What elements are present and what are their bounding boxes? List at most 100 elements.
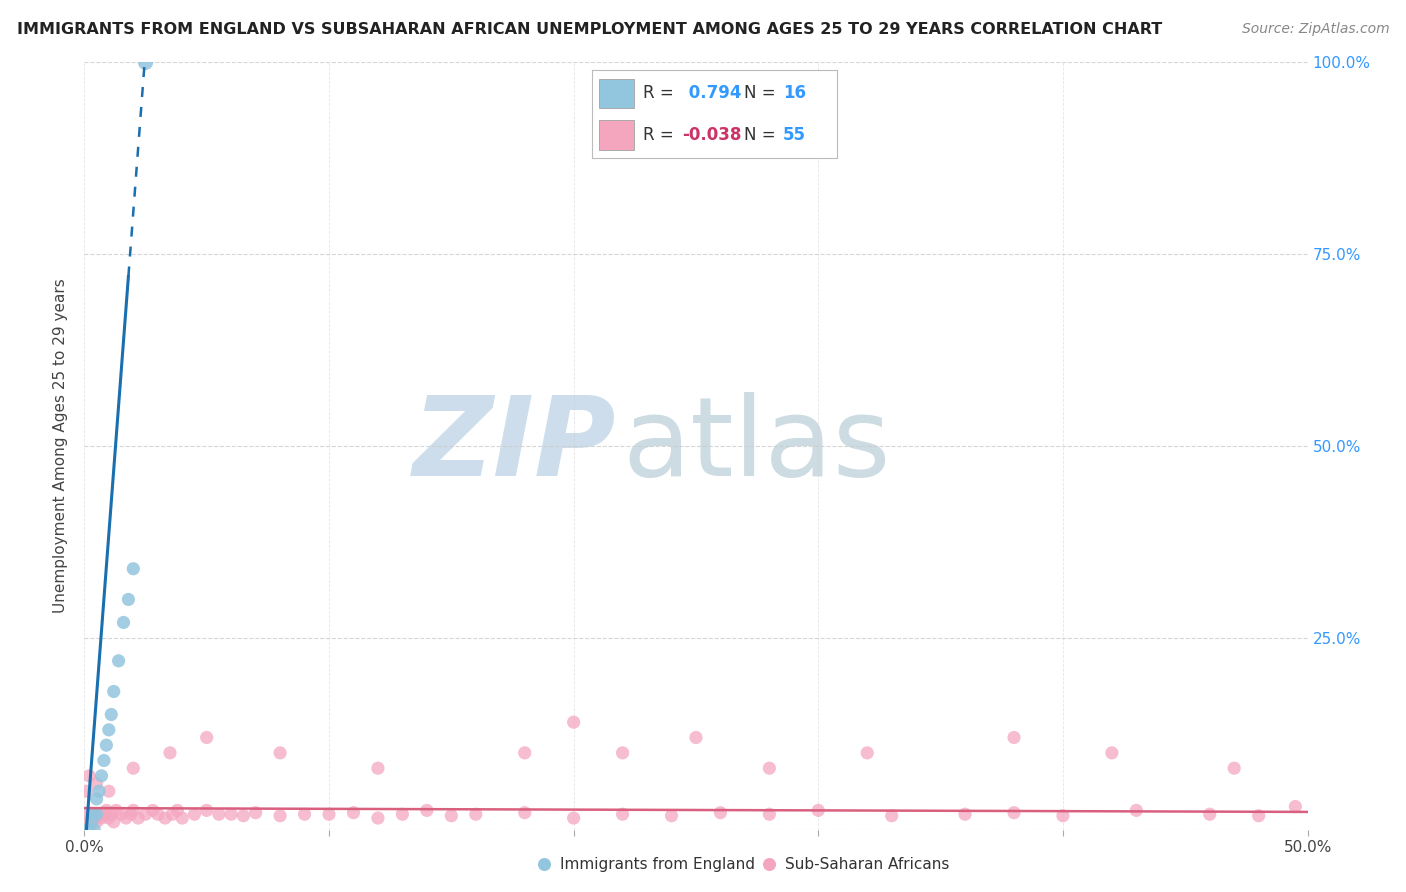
Point bbox=[135, 807, 157, 822]
Point bbox=[219, 807, 242, 822]
Point bbox=[612, 746, 634, 760]
Point bbox=[86, 792, 108, 806]
Point bbox=[183, 807, 205, 822]
Point bbox=[93, 807, 115, 822]
Point bbox=[100, 707, 122, 722]
Point bbox=[166, 804, 188, 818]
Point bbox=[880, 809, 903, 823]
Point bbox=[117, 592, 139, 607]
Point bbox=[612, 807, 634, 822]
Point bbox=[110, 807, 132, 822]
Point bbox=[83, 822, 105, 837]
Point bbox=[318, 807, 340, 822]
Point bbox=[86, 814, 108, 829]
Point bbox=[105, 804, 128, 818]
Point bbox=[232, 809, 254, 823]
Point bbox=[122, 562, 145, 576]
Point bbox=[533, 857, 555, 871]
Point bbox=[103, 684, 125, 698]
Point bbox=[122, 761, 145, 775]
Point bbox=[112, 615, 135, 630]
Point bbox=[100, 807, 122, 822]
Point bbox=[83, 811, 105, 825]
Point bbox=[90, 769, 112, 783]
Point bbox=[120, 807, 142, 822]
Point bbox=[709, 805, 731, 820]
Point bbox=[76, 784, 98, 798]
Point bbox=[367, 761, 389, 775]
Point bbox=[269, 809, 291, 823]
Point bbox=[208, 807, 231, 822]
Point bbox=[77, 814, 100, 829]
Point bbox=[367, 811, 389, 825]
Point bbox=[245, 805, 267, 820]
Point bbox=[76, 822, 98, 837]
Point bbox=[562, 811, 585, 825]
Point bbox=[122, 804, 145, 818]
Point bbox=[172, 811, 194, 825]
Point bbox=[162, 807, 184, 822]
Point bbox=[83, 807, 105, 822]
Point bbox=[464, 807, 486, 822]
Point bbox=[562, 715, 585, 730]
Point bbox=[90, 811, 112, 825]
Point bbox=[87, 807, 110, 822]
Text: Source: ZipAtlas.com: Source: ZipAtlas.com bbox=[1241, 22, 1389, 37]
Point bbox=[1125, 804, 1147, 818]
Point bbox=[97, 811, 120, 825]
Point bbox=[513, 746, 536, 760]
Point bbox=[195, 804, 218, 818]
Point bbox=[1223, 761, 1246, 775]
Point bbox=[87, 784, 110, 798]
Point bbox=[77, 769, 100, 783]
Point bbox=[440, 809, 463, 823]
Point bbox=[77, 822, 100, 837]
Point bbox=[807, 804, 830, 818]
Text: ZIP: ZIP bbox=[413, 392, 616, 500]
Point bbox=[1002, 805, 1025, 820]
Point bbox=[513, 805, 536, 820]
Point bbox=[115, 811, 138, 825]
Point bbox=[1052, 809, 1074, 823]
Point bbox=[96, 804, 118, 818]
Point bbox=[93, 754, 115, 768]
Point bbox=[953, 807, 976, 822]
Point bbox=[97, 784, 120, 798]
Text: Sub-Saharan Africans: Sub-Saharan Africans bbox=[785, 857, 949, 871]
Point bbox=[146, 807, 169, 822]
Point bbox=[153, 811, 176, 825]
Point bbox=[76, 807, 98, 822]
Point bbox=[269, 746, 291, 760]
Point bbox=[103, 814, 125, 829]
Point bbox=[127, 811, 149, 825]
Point bbox=[80, 814, 103, 829]
Point bbox=[391, 807, 413, 822]
Point bbox=[1247, 809, 1270, 823]
Text: atlas: atlas bbox=[623, 392, 891, 500]
Point bbox=[107, 654, 129, 668]
Point bbox=[1284, 799, 1306, 814]
Point bbox=[142, 804, 165, 818]
Text: IMMIGRANTS FROM ENGLAND VS SUBSAHARAN AFRICAN UNEMPLOYMENT AMONG AGES 25 TO 29 Y: IMMIGRANTS FROM ENGLAND VS SUBSAHARAN AF… bbox=[17, 22, 1163, 37]
Point bbox=[342, 805, 364, 820]
Point bbox=[135, 55, 157, 70]
Point bbox=[1101, 746, 1123, 760]
Text: Immigrants from England: Immigrants from England bbox=[560, 857, 755, 871]
Point bbox=[758, 761, 780, 775]
Point bbox=[80, 807, 103, 822]
Point bbox=[86, 807, 108, 822]
Point bbox=[1002, 731, 1025, 745]
Point bbox=[195, 731, 218, 745]
Y-axis label: Unemployment Among Ages 25 to 29 years: Unemployment Among Ages 25 to 29 years bbox=[52, 278, 67, 614]
Point bbox=[661, 809, 683, 823]
Point bbox=[96, 738, 118, 752]
Point bbox=[1198, 807, 1220, 822]
Point bbox=[856, 746, 879, 760]
Point bbox=[416, 804, 439, 818]
Point bbox=[758, 857, 780, 871]
Point bbox=[86, 776, 108, 790]
Point bbox=[758, 807, 780, 822]
Point bbox=[685, 731, 707, 745]
Point bbox=[159, 746, 181, 760]
Point bbox=[97, 723, 120, 737]
